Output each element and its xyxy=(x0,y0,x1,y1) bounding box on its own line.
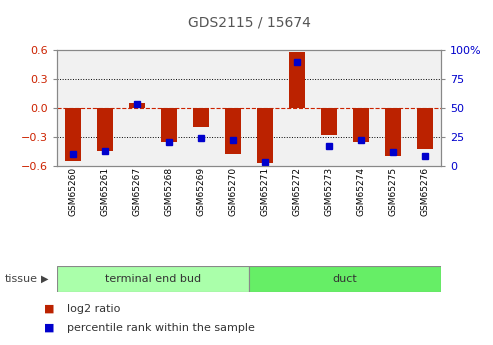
Bar xyxy=(89,50,121,166)
Bar xyxy=(249,50,281,166)
Text: ▶: ▶ xyxy=(41,274,48,284)
Bar xyxy=(257,108,273,163)
Bar xyxy=(217,50,249,166)
Text: GDS2115 / 15674: GDS2115 / 15674 xyxy=(187,15,311,29)
Bar xyxy=(185,50,217,166)
Bar xyxy=(193,108,209,127)
Text: log2 ratio: log2 ratio xyxy=(67,304,120,314)
Bar xyxy=(385,108,401,156)
Text: terminal end bud: terminal end bud xyxy=(105,274,201,284)
Bar xyxy=(153,50,185,166)
Bar xyxy=(65,108,81,161)
Bar xyxy=(321,108,337,135)
Bar xyxy=(417,108,433,149)
Bar xyxy=(161,108,177,142)
Bar xyxy=(57,50,89,166)
Bar xyxy=(129,103,145,108)
Text: duct: duct xyxy=(333,274,357,284)
Bar xyxy=(121,50,153,166)
Bar xyxy=(377,50,409,166)
Text: ■: ■ xyxy=(44,323,55,333)
Text: tissue: tissue xyxy=(5,274,38,284)
Text: percentile rank within the sample: percentile rank within the sample xyxy=(67,323,254,333)
Bar xyxy=(353,108,369,142)
Bar xyxy=(225,108,241,154)
FancyBboxPatch shape xyxy=(57,266,249,292)
Bar xyxy=(345,50,377,166)
Text: ■: ■ xyxy=(44,304,55,314)
Bar xyxy=(313,50,345,166)
Bar xyxy=(409,50,441,166)
Bar xyxy=(289,52,305,108)
FancyBboxPatch shape xyxy=(249,266,441,292)
Bar xyxy=(97,108,113,151)
Bar xyxy=(281,50,313,166)
